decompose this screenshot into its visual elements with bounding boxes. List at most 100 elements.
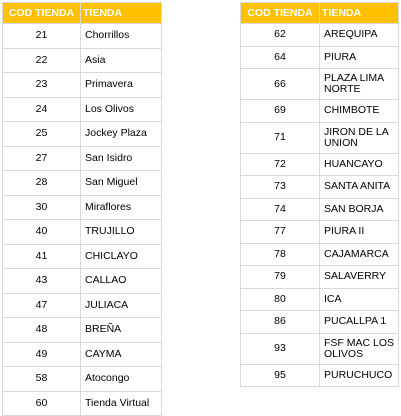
store-code: 69 — [240, 99, 320, 123]
header-row: COD TIENDA TIENDA — [2, 2, 162, 24]
store-code: 23 — [2, 72, 81, 98]
store-code: 21 — [2, 23, 81, 49]
store-code: 58 — [2, 366, 81, 392]
store-code: 27 — [2, 145, 81, 171]
store-name: San Miguel — [80, 170, 162, 196]
store-code: 78 — [240, 242, 320, 266]
store-name: HUANCAYO — [319, 152, 399, 176]
store-code: 71 — [240, 121, 320, 154]
store-name: PIURA II — [319, 220, 399, 244]
store-code: 24 — [2, 96, 81, 122]
store-code: 72 — [240, 152, 320, 176]
store-code: 40 — [2, 219, 81, 245]
header-name: TIENDA — [80, 2, 162, 24]
table-row: 79 SALAVERRY — [240, 265, 399, 289]
store-code: 25 — [2, 121, 81, 147]
store-name: SALAVERRY — [319, 265, 399, 289]
store-name: JULIACA — [80, 292, 162, 318]
header-code: COD TIENDA — [240, 2, 320, 24]
table-row: 28 San Miguel — [2, 170, 162, 196]
store-name: Asia — [80, 47, 162, 73]
store-name: Atocongo — [80, 366, 162, 392]
table-row: 25 Jockey Plaza — [2, 121, 162, 147]
store-name: CAYMA — [80, 341, 162, 367]
table-row: 49 CAYMA — [2, 341, 162, 367]
store-name: SANTA ANITA — [319, 175, 399, 199]
store-table-left: COD TIENDA TIENDA 21 Chorrillos 22 Asia 23 Pr… — [2, 2, 162, 416]
store-name: PLAZA LIMA NORTE — [319, 68, 399, 100]
store-name: ICA — [319, 287, 399, 311]
table-row: 73 SANTA ANITA — [240, 175, 399, 199]
table-row: 27 San Isidro — [2, 145, 162, 171]
table-row: 40 TRUJILLO — [2, 219, 162, 245]
header-row: COD TIENDA TIENDA — [240, 2, 399, 24]
store-code: 49 — [2, 341, 81, 367]
store-code: 60 — [2, 390, 81, 416]
store-code: 93 — [240, 332, 320, 365]
table-row: 22 Asia — [2, 47, 162, 73]
table-row: 21 Chorrillos — [2, 23, 162, 49]
store-code: 66 — [240, 68, 320, 100]
header-code: COD TIENDA — [2, 2, 81, 24]
table-row: 64 PIURA — [240, 45, 399, 69]
table-row: 58 Atocongo — [2, 366, 162, 392]
store-name: JIRON DE LA UNION — [319, 121, 399, 154]
table-row: 24 Los Olivos — [2, 96, 162, 122]
table-row: 60 Tienda Virtual — [2, 390, 162, 416]
table-row: 41 CHICLAYO — [2, 243, 162, 269]
header-name: TIENDA — [319, 2, 399, 24]
store-code: 77 — [240, 220, 320, 244]
store-name: Tienda Virtual — [80, 390, 162, 416]
store-code: 22 — [2, 47, 81, 73]
store-code: 86 — [240, 310, 320, 334]
table-row: 47 JULIACA — [2, 292, 162, 318]
store-name: Los Olivos — [80, 96, 162, 122]
store-name: PUCALLPA 1 — [319, 310, 399, 334]
table-row: 93 FSF MAC LOS OLIVOS — [240, 332, 399, 365]
table-row: 80 ICA — [240, 287, 399, 311]
store-name: CAJAMARCA — [319, 242, 399, 266]
store-code: 30 — [2, 194, 81, 220]
table-row: 66 PLAZA LIMA NORTE — [240, 68, 399, 100]
store-code: 41 — [2, 243, 81, 269]
store-name: BREÑA — [80, 317, 162, 343]
table-row: 48 BREÑA — [2, 317, 162, 343]
store-code: 80 — [240, 287, 320, 311]
table-row: 74 SAN BORJA — [240, 197, 399, 221]
store-name: CHIMBOTE — [319, 99, 399, 123]
table-row: 86 PUCALLPA 1 — [240, 310, 399, 334]
store-code: 79 — [240, 265, 320, 289]
store-code: 73 — [240, 175, 320, 199]
store-name: CALLAO — [80, 268, 162, 294]
store-code: 48 — [2, 317, 81, 343]
store-name: Jockey Plaza — [80, 121, 162, 147]
store-name: CHICLAYO — [80, 243, 162, 269]
store-code: 43 — [2, 268, 81, 294]
table-row: 62 AREQUIPA — [240, 23, 399, 47]
store-name: FSF MAC LOS OLIVOS — [319, 332, 399, 365]
store-name: AREQUIPA — [319, 23, 399, 47]
table-row: 69 CHIMBOTE — [240, 99, 399, 123]
table-row: 78 CAJAMARCA — [240, 242, 399, 266]
store-code: 74 — [240, 197, 320, 221]
table-row: 30 Miraflores — [2, 194, 162, 220]
store-name: PURUCHUCO — [319, 363, 399, 387]
store-name: SAN BORJA — [319, 197, 399, 221]
store-name: TRUJILLO — [80, 219, 162, 245]
store-code: 28 — [2, 170, 81, 196]
table-row: 77 PIURA II — [240, 220, 399, 244]
table-row: 71 JIRON DE LA UNION — [240, 121, 399, 154]
store-name: Chorrillos — [80, 23, 162, 49]
store-name: San Isidro — [80, 145, 162, 171]
table-row: 43 CALLAO — [2, 268, 162, 294]
table-row: 23 Primavera — [2, 72, 162, 98]
store-table-right: COD TIENDA TIENDA 62 AREQUIPA 64 PIURA 66 PLA… — [240, 2, 399, 387]
store-code: 62 — [240, 23, 320, 47]
store-name: PIURA — [319, 45, 399, 69]
store-code: 64 — [240, 45, 320, 69]
table-row: 95 PURUCHUCO — [240, 363, 399, 387]
store-code: 95 — [240, 363, 320, 387]
store-name: Miraflores — [80, 194, 162, 220]
store-name: Primavera — [80, 72, 162, 98]
store-code: 47 — [2, 292, 81, 318]
